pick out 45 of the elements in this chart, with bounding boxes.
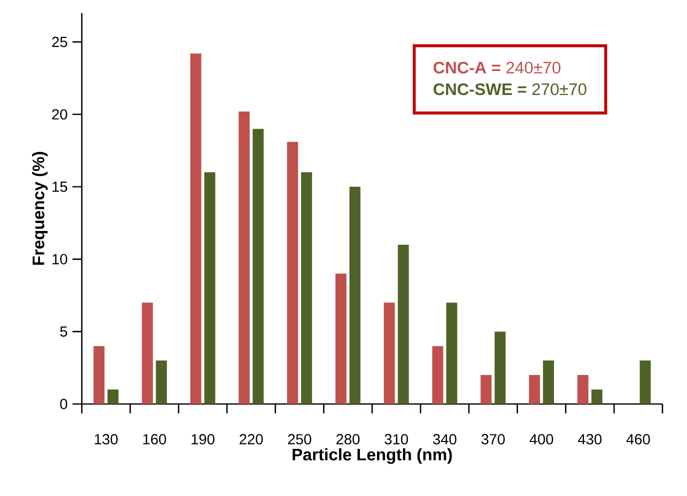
x-tick-label: 190 bbox=[192, 434, 214, 444]
bar bbox=[252, 128, 264, 404]
x-tick-label: 460 bbox=[626, 434, 650, 444]
bar bbox=[432, 346, 444, 404]
bar bbox=[190, 54, 202, 404]
y-tick-label: 5 bbox=[60, 326, 68, 337]
x-tick-label: 250 bbox=[288, 434, 312, 444]
y-tick-label: 15 bbox=[52, 182, 68, 192]
x-axis-title: Particle Length (nm) bbox=[292, 448, 452, 464]
bar bbox=[142, 302, 153, 404]
bar bbox=[480, 375, 492, 404]
text: CNC-A = 240±70 bbox=[434, 62, 560, 74]
y-tick-label: 20 bbox=[52, 109, 68, 120]
x-tick-label: 280 bbox=[336, 434, 360, 444]
x-tick-label: 130 bbox=[94, 434, 118, 444]
bar bbox=[204, 172, 216, 404]
bar bbox=[108, 390, 119, 404]
bar bbox=[398, 244, 409, 404]
x-tick-label: 430 bbox=[578, 434, 602, 444]
x-tick-label: 220 bbox=[240, 434, 263, 444]
x-tick-label: 400 bbox=[530, 434, 554, 444]
bar bbox=[384, 302, 395, 404]
x-tick-label: 160 bbox=[143, 434, 166, 444]
y-tick-label: 25 bbox=[52, 36, 68, 48]
bar bbox=[529, 375, 540, 404]
bar bbox=[543, 360, 554, 404]
bar bbox=[446, 302, 458, 404]
bar bbox=[238, 111, 250, 404]
bar bbox=[349, 186, 360, 404]
bar bbox=[94, 346, 105, 404]
x-tick-label: 310 bbox=[384, 434, 408, 444]
y-tick-label: 10 bbox=[52, 254, 68, 264]
bar bbox=[301, 172, 312, 404]
x-tick-label: 340 bbox=[433, 434, 456, 444]
bar bbox=[640, 360, 651, 404]
bar bbox=[591, 390, 602, 404]
text: CNC-SWE = 270±70 bbox=[434, 83, 586, 96]
y-tick-label: 0 bbox=[60, 398, 68, 410]
y-axis-title: Frequency (%) bbox=[32, 152, 48, 265]
bar bbox=[287, 142, 298, 404]
bar bbox=[156, 360, 167, 404]
bar bbox=[577, 375, 588, 404]
bar bbox=[335, 274, 346, 404]
x-tick-label: 370 bbox=[481, 434, 505, 444]
bar bbox=[494, 332, 506, 404]
